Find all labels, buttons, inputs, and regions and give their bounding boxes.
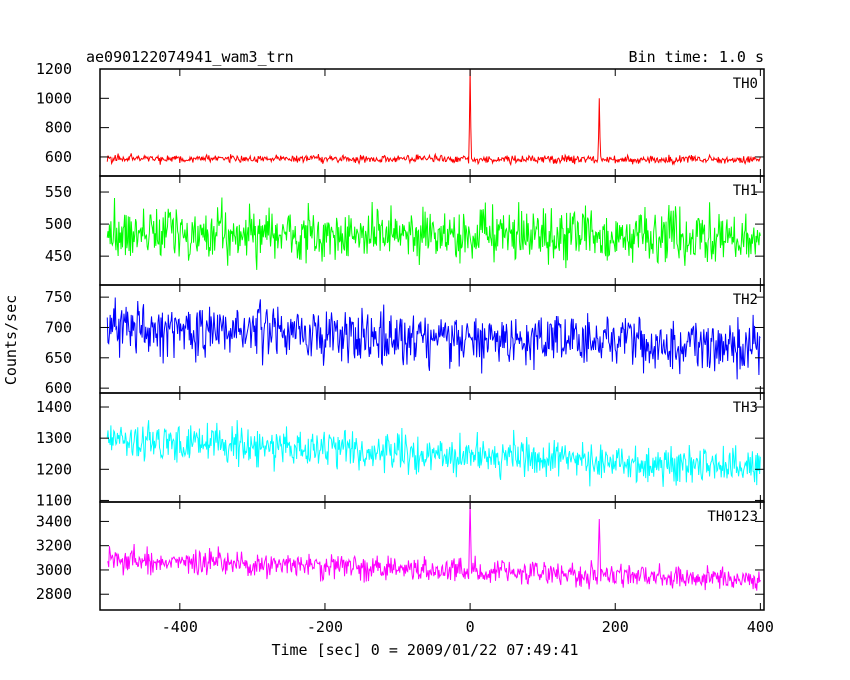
y-tick-label: 650 xyxy=(45,349,72,367)
panel-th1: TH1 450 500 550 xyxy=(45,175,765,286)
panel-th0: TH0 600 800 1000 1200 xyxy=(36,60,765,177)
series-line-th1 xyxy=(106,197,761,270)
y-tick-label: 3200 xyxy=(36,537,72,555)
panel-th2: TH2 600 650 700 750 xyxy=(45,284,765,397)
y-tick-label: 500 xyxy=(45,215,72,233)
y-tick-label: 1100 xyxy=(36,491,72,509)
x-tick-label: -200 xyxy=(307,618,343,636)
chart-title: ae090122074941_wam3_trn xyxy=(86,48,294,66)
panel-frame xyxy=(99,501,765,611)
y-tick-label: 1200 xyxy=(36,60,72,78)
x-tick-label: 0 xyxy=(466,618,475,636)
x-tick-label: -400 xyxy=(162,618,198,636)
y-tick-label: 600 xyxy=(45,379,72,397)
x-tick-label: 400 xyxy=(747,618,774,636)
y-tick-label: 600 xyxy=(45,148,72,166)
y-tick-label: 800 xyxy=(45,119,72,137)
series-line-th0123 xyxy=(107,502,761,591)
y-tick-label: 450 xyxy=(45,247,72,265)
x-tick-labels: -400 -200 0 200 400 xyxy=(162,618,774,636)
panel-label-th3: TH3 xyxy=(733,400,758,416)
panels-group: TH0 600 800 1000 1200 TH1 450 500 550 TH2 600 650 70… xyxy=(36,60,765,611)
y-tick-label: 3000 xyxy=(36,561,72,579)
y-tick-label: 700 xyxy=(45,318,72,336)
bin-time-label: Bin time: 1.0 s xyxy=(629,48,764,66)
series-line-th3 xyxy=(106,420,761,487)
y-tick-label: 550 xyxy=(45,183,72,201)
series-line-th2 xyxy=(106,297,761,380)
x-tick-label: 200 xyxy=(602,618,629,636)
y-tick-label: 1400 xyxy=(36,398,72,416)
y-axis-label: Counts/sec xyxy=(2,295,20,385)
y-tick-label: 750 xyxy=(45,288,72,306)
panel-label-th1: TH1 xyxy=(733,183,758,199)
y-tick-label: 1300 xyxy=(36,429,72,447)
y-tick-label: 1200 xyxy=(36,460,72,478)
panel-th3: TH3 1100 1200 1300 1400 xyxy=(36,392,765,509)
y-tick-label: 1000 xyxy=(36,89,72,107)
panel-th0123: TH0123 2800 3000 3200 3400 xyxy=(36,501,765,611)
series-line-th0 xyxy=(106,69,761,167)
x-axis-label: Time [sec] 0 = 2009/01/22 07:49:41 xyxy=(271,641,578,659)
panel-label-th0123: TH0123 xyxy=(707,509,758,525)
y-tick-label: 2800 xyxy=(36,585,72,603)
y-tick-label: 3400 xyxy=(36,512,72,530)
panel-label-th2: TH2 xyxy=(733,292,758,308)
panel-label-th0: TH0 xyxy=(733,76,758,92)
